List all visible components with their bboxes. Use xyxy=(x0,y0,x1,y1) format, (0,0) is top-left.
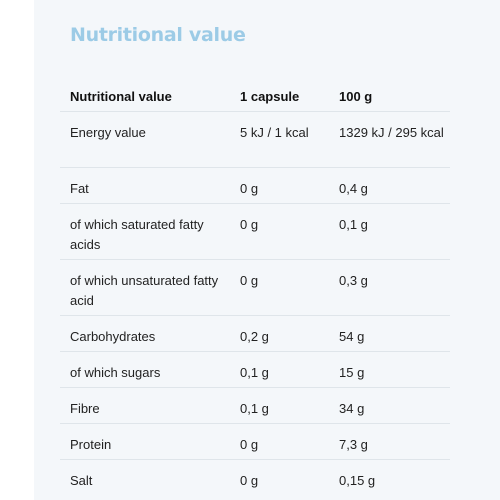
row-per-capsule: 0,1 g xyxy=(240,401,269,416)
row-label: Protein xyxy=(70,437,112,452)
row-per-100g: 0,15 g xyxy=(339,473,376,488)
row-label: of which saturated fatty acids xyxy=(70,217,204,252)
row-per-capsule: 0 g xyxy=(240,217,259,232)
row-per-capsule: 0,1 g xyxy=(240,365,269,380)
row-per-capsule: 0,2 g xyxy=(240,329,269,344)
row-label: Salt xyxy=(70,473,93,488)
row-per-100g: 54 g xyxy=(339,329,365,344)
table-header-row: Nutritional value 1 capsule 100 g xyxy=(60,76,450,112)
row-per-capsule: 0 g xyxy=(240,181,259,196)
table-row-sugars: of which sugars 0,1 g 15 g xyxy=(60,352,450,388)
row-per-100g: 7,3 g xyxy=(339,437,368,452)
row-label: Energy value xyxy=(70,125,146,140)
row-per-100g: 34 g xyxy=(339,401,365,416)
table-row-protein: Protein 0 g 7,3 g xyxy=(60,424,450,460)
table-row-fat: Fat 0 g 0,4 g xyxy=(60,168,450,204)
row-label: Fat xyxy=(70,181,89,196)
header-per-100g: 100 g xyxy=(339,89,373,104)
row-per-100g: 0,1 g xyxy=(339,217,368,232)
content-panel xyxy=(34,0,500,500)
table-row-energy: Energy value 5 kJ / 1 kcal 1329 kJ / 295… xyxy=(60,112,450,168)
row-label: Carbohydrates xyxy=(70,329,156,344)
table-row-unsaturated-fat: of which unsaturated fatty acid 0 g 0,3 … xyxy=(60,260,450,316)
row-label: of which sugars xyxy=(70,365,161,380)
row-label: Fibre xyxy=(70,401,100,416)
row-per-100g: 1329 kJ / 295 kcal xyxy=(339,125,444,140)
page-title: Nutritional value xyxy=(70,24,246,46)
row-per-100g: 0,3 g xyxy=(339,273,368,288)
row-per-capsule: 5 kJ / 1 kcal xyxy=(240,125,309,140)
header-per-capsule: 1 capsule xyxy=(240,89,300,104)
nutrition-table: Nutritional value 1 capsule 100 g Energy… xyxy=(60,76,450,496)
table-row-carbohydrates: Carbohydrates 0,2 g 54 g xyxy=(60,316,450,352)
row-per-capsule: 0 g xyxy=(240,473,259,488)
header-nutritional-value: Nutritional value xyxy=(70,89,172,104)
table-row-salt: Salt 0 g 0,15 g xyxy=(60,460,450,496)
table-row-saturated-fat: of which saturated fatty acids 0 g 0,1 g xyxy=(60,204,450,260)
row-per-capsule: 0 g xyxy=(240,437,259,452)
row-per-capsule: 0 g xyxy=(240,273,259,288)
table-row-fibre: Fibre 0,1 g 34 g xyxy=(60,388,450,424)
row-label: of which unsaturated fatty acid xyxy=(70,273,219,308)
row-per-100g: 15 g xyxy=(339,365,365,380)
row-per-100g: 0,4 g xyxy=(339,181,368,196)
